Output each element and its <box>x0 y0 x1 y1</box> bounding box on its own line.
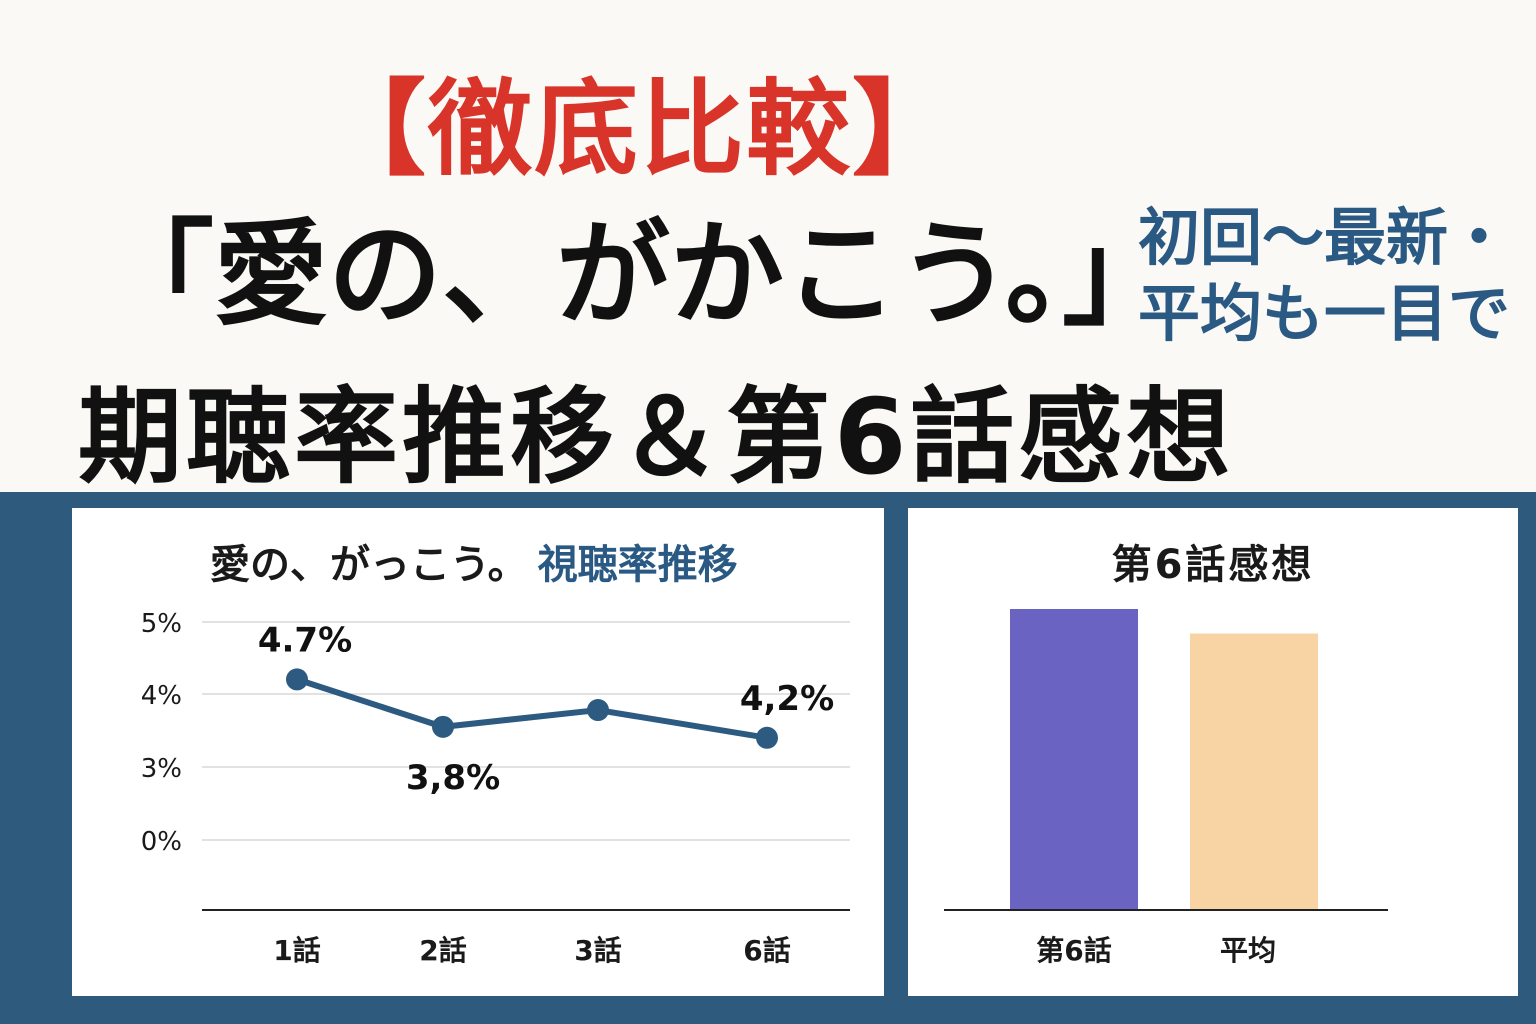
data-label: 4.7% <box>258 620 352 660</box>
data-point <box>432 715 454 738</box>
data-label: 3,8% <box>406 758 500 798</box>
bar-chart-title: 第6話感想 <box>1111 542 1315 588</box>
y-tick-label: 0% <box>141 827 182 857</box>
y-tick-label: 5% <box>141 609 182 639</box>
y-tick-label: 3% <box>141 754 182 784</box>
x-category-label: 6話 <box>743 934 790 967</box>
data-point <box>587 699 609 722</box>
sub-title: 期聴率推移＆第6話感想 <box>78 376 1235 498</box>
x-category-label: 1話 <box>273 934 320 967</box>
main-title: 「愛の、がかこう。」 <box>100 208 1177 341</box>
line-chart-title: 愛の、がっこう。 視聴率推移 <box>210 532 738 590</box>
x-category-label: 2話 <box>419 934 466 967</box>
side-note-line2: 平均も一目で <box>1138 277 1511 350</box>
x-category-label: 3話 <box>574 934 621 967</box>
tag-label: 【徹底比較】 <box>322 68 959 190</box>
bar-chart-panel: 第6話感想 第6話 平均 <box>908 508 1518 996</box>
data-label: 4,2% <box>740 679 834 719</box>
bar <box>1010 609 1138 910</box>
series-line <box>296 676 768 741</box>
bar-chart: 第6話 平均 <box>944 609 1388 967</box>
header: 【徹底比較】 「愛の、がかこう。」 初回〜最新・ 平均も一目で 期聴率推移＆第6… <box>0 0 1536 498</box>
line-chart: 5% 4% 3% 0% 1話 2話 3話 6話 4.7% 3,8% 4,2% <box>141 609 850 967</box>
data-point <box>756 726 778 749</box>
line-chart-panel: 愛の、がっこう。 視聴率推移 5% 4% 3% 0% 1話 2話 3話 6話 4.7% 3,8% 4,… <box>72 508 884 996</box>
data-point <box>286 668 308 691</box>
x-category-label: 平均 <box>1220 934 1276 967</box>
side-note-line1: 初回〜最新・ <box>1138 201 1511 274</box>
line-chart-title-accent: 視聴率推移 <box>537 542 738 588</box>
bar <box>1190 633 1318 910</box>
side-note: 初回〜最新・ 平均も一目で <box>1138 200 1528 352</box>
x-category-label: 第6話 <box>1036 934 1111 967</box>
y-tick-label: 4% <box>141 681 182 711</box>
line-chart-title-main: 愛の、がっこう。 <box>210 542 528 588</box>
